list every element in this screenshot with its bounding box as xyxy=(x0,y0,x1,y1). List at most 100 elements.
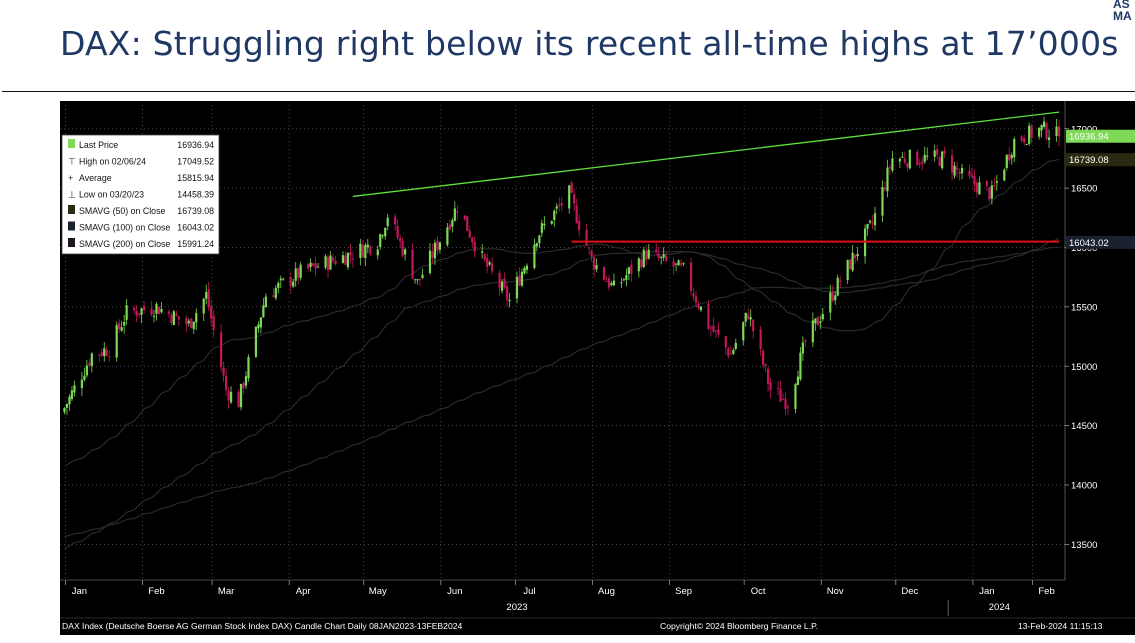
candle-body xyxy=(568,185,571,209)
price-tag-box xyxy=(1066,153,1135,167)
candle-body xyxy=(344,255,347,265)
candle-body xyxy=(814,318,817,324)
candle-body xyxy=(834,295,837,301)
brand-text-line1: AS xyxy=(1113,0,1130,11)
candle-body xyxy=(811,320,814,343)
candle-body xyxy=(535,243,538,247)
candle-body xyxy=(968,170,971,176)
candle-body xyxy=(786,406,790,408)
candle-body xyxy=(448,224,451,230)
candle-body xyxy=(851,252,854,271)
candle-body xyxy=(438,242,442,250)
candle-body xyxy=(309,262,312,267)
candle-body xyxy=(712,325,715,332)
candle-body xyxy=(764,364,767,367)
candle-body xyxy=(466,216,469,231)
candle-body xyxy=(620,282,623,284)
candle-body xyxy=(762,350,765,366)
candle-body xyxy=(242,383,245,389)
candle-body xyxy=(898,158,901,162)
candle-body xyxy=(152,315,156,317)
y-tick-label: 14500 xyxy=(1071,421,1097,432)
candle-body xyxy=(88,362,91,366)
candle-body xyxy=(1047,137,1051,141)
candle-body xyxy=(520,271,524,286)
x-tick-label: Jul xyxy=(523,586,535,597)
candle-body xyxy=(498,272,501,288)
candle-body xyxy=(692,293,695,297)
candle-body xyxy=(645,250,648,260)
candle-body xyxy=(784,398,787,409)
candle-body xyxy=(118,323,121,330)
x-tick-label: Feb xyxy=(1038,586,1054,597)
candle-body xyxy=(657,253,660,259)
sma-100-line xyxy=(64,237,1060,550)
candle-body xyxy=(630,264,633,274)
x-tick-label: Jun xyxy=(447,586,462,597)
legend-value: 17049.52 xyxy=(177,157,214,167)
candle-body xyxy=(1003,169,1006,181)
candle-body xyxy=(379,234,382,247)
candle-body xyxy=(799,352,802,380)
candle-body xyxy=(923,154,926,162)
candle-body xyxy=(906,163,909,167)
candle-body xyxy=(1055,126,1058,136)
legend-swatch xyxy=(68,221,75,231)
candle-body xyxy=(224,375,228,390)
candle-body xyxy=(227,390,230,401)
candle-body xyxy=(699,306,703,311)
candle-body xyxy=(361,244,364,258)
candle-body xyxy=(839,280,842,282)
candle-body xyxy=(662,254,665,258)
candle-body xyxy=(677,260,680,266)
candle-body xyxy=(578,220,581,230)
candle-body xyxy=(473,242,476,252)
candle-body xyxy=(518,275,521,286)
candle-body xyxy=(299,264,302,278)
candle-body xyxy=(202,298,205,314)
candle-body xyxy=(100,352,103,356)
candle-body xyxy=(257,324,260,329)
candle-body xyxy=(573,194,576,204)
candle-body xyxy=(749,317,752,320)
candle-body xyxy=(660,256,663,258)
candle-body xyxy=(289,277,292,286)
year-label: 2024 xyxy=(989,602,1010,613)
candle-body xyxy=(995,181,998,183)
candle-body xyxy=(369,246,372,254)
chart-svg: 1350014000145001500015500160001650017000… xyxy=(60,101,1135,635)
candle-body xyxy=(642,249,645,267)
candle-body xyxy=(637,258,640,272)
candle-body xyxy=(190,318,193,328)
candle-body xyxy=(331,257,335,261)
candlestick-chart: 1350014000145001500015500160001650017000… xyxy=(60,101,1135,635)
candle-body xyxy=(744,312,747,322)
candle-body xyxy=(752,319,755,332)
candle-body xyxy=(125,305,128,320)
candle-body xyxy=(592,257,596,270)
candle-body xyxy=(63,407,66,413)
candle-body xyxy=(555,206,558,209)
candle-body xyxy=(307,264,310,269)
legend-swatch xyxy=(68,139,75,148)
candle-body xyxy=(416,279,419,281)
title-divider xyxy=(2,91,1135,92)
candle-body xyxy=(247,357,250,379)
candle-body xyxy=(533,244,536,268)
candle-body xyxy=(903,158,906,163)
candle-body xyxy=(675,263,678,265)
candle-body xyxy=(108,356,111,358)
candle-body xyxy=(185,318,188,325)
candle-body xyxy=(453,208,456,221)
candle-body xyxy=(292,281,295,287)
candle-body xyxy=(282,278,285,280)
legend-value: 15991.24 xyxy=(177,239,214,249)
legend-value: 16739.08 xyxy=(177,206,214,216)
candle-body xyxy=(871,222,874,224)
candle-body xyxy=(933,150,936,157)
candle-body xyxy=(341,255,345,264)
legend-value: 14458.39 xyxy=(177,190,214,200)
candle-body xyxy=(413,279,417,281)
candle-body xyxy=(436,241,439,251)
candle-body xyxy=(262,305,265,318)
